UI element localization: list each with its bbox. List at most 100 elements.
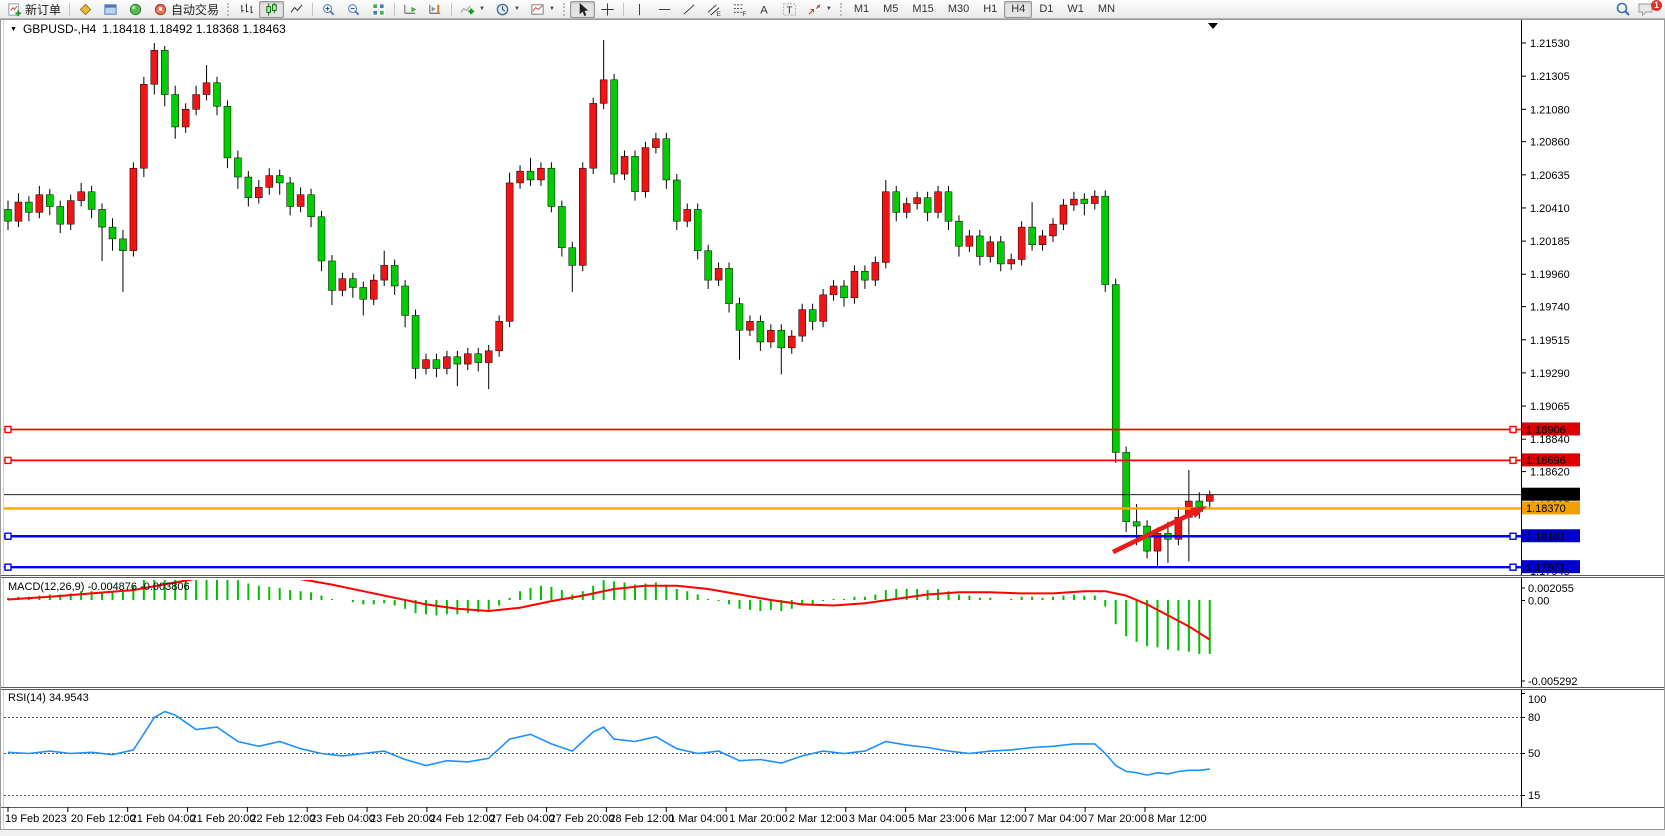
candlestick-button[interactable]	[259, 0, 285, 18]
svg-text:1.19515: 1.19515	[1530, 335, 1570, 347]
bar-chart-button[interactable]	[234, 1, 259, 18]
label-button[interactable]: T	[777, 1, 802, 18]
timeframe-w1[interactable]: W1	[1067, 3, 1084, 15]
cursor-button[interactable]	[569, 0, 595, 18]
candle-body	[422, 359, 430, 369]
price-badge	[1522, 529, 1580, 543]
horizontal-line-button[interactable]	[652, 1, 677, 18]
line-handle[interactable]	[4, 563, 12, 571]
timeframe-m30[interactable]: M30	[947, 3, 970, 15]
trend-arrow[interactable]	[1111, 510, 1195, 555]
candle-body	[317, 216, 326, 262]
timeframe-h4[interactable]: H4	[1004, 0, 1033, 18]
cursor-icon	[579, 2, 589, 16]
channel-button[interactable]: E	[702, 1, 727, 18]
candle-body	[296, 194, 305, 207]
svg-text:T: T	[786, 5, 793, 16]
candle-body	[338, 278, 347, 291]
pane-splitter[interactable]	[1, 575, 1664, 578]
periods-button[interactable]: ▼	[490, 1, 525, 18]
rsi-line	[7, 710, 1210, 776]
rsi-indicator-label: RSI(14) 34.9543	[8, 692, 89, 704]
timeframe-m15[interactable]: M15	[912, 3, 934, 15]
pane-splitter[interactable]	[1, 687, 1664, 690]
svg-text:21 Feb 20:00: 21 Feb 20:00	[191, 813, 256, 825]
svg-text:21 Feb 04:00: 21 Feb 04:00	[131, 813, 196, 825]
templates-button[interactable]: ▼	[525, 1, 560, 18]
chart-shift-button[interactable]	[423, 1, 448, 18]
candle-body	[547, 167, 556, 207]
svg-text:2 Mar 12:00: 2 Mar 12:00	[789, 813, 848, 825]
svg-text:19 Feb 2023: 19 Feb 2023	[5, 813, 67, 825]
candle-body	[829, 285, 838, 296]
candle-body	[1174, 516, 1183, 540]
candle-body	[443, 356, 451, 369]
svg-text:6 Mar 12:00: 6 Mar 12:00	[968, 813, 1027, 825]
data-window-button[interactable]	[98, 1, 123, 18]
candle-body	[453, 356, 462, 365]
candle-body	[1059, 204, 1068, 225]
candle-body	[735, 303, 744, 331]
auto-scroll-button[interactable]	[398, 1, 423, 18]
candle-body	[349, 278, 357, 288]
candle-body	[161, 50, 169, 95]
navigator-button[interactable]	[123, 1, 148, 18]
candle-body	[788, 335, 796, 349]
timeframe-m1[interactable]: M1	[853, 3, 870, 15]
candle-body	[1101, 195, 1109, 285]
market-watch-button[interactable]	[73, 1, 98, 18]
svg-text:24 Feb 12:00: 24 Feb 12:00	[430, 813, 495, 825]
line-handle[interactable]	[4, 456, 12, 465]
fibonacci-button[interactable]: F	[727, 1, 752, 18]
timeframe-h1[interactable]: H1	[983, 3, 998, 15]
notifications-button[interactable]: 1	[1637, 0, 1662, 18]
line-handle[interactable]	[1509, 425, 1517, 434]
timeframe-m5[interactable]: M5	[883, 3, 899, 15]
candle-body	[725, 268, 733, 304]
search-icon[interactable]	[1615, 1, 1631, 17]
shapes-button[interactable]: ▼	[802, 1, 837, 18]
trendline-button[interactable]	[677, 1, 702, 18]
fibonacci-icon: F	[733, 3, 746, 17]
vertical-line-button[interactable]	[627, 1, 652, 18]
crosshair-button[interactable]	[595, 1, 620, 18]
trend-arrow-head[interactable]	[1190, 506, 1207, 518]
line-handle[interactable]	[4, 532, 12, 540]
line-handle[interactable]	[1509, 456, 1517, 465]
indicators-button[interactable]: ▼	[455, 1, 490, 18]
svg-text:1.18463: 1.18463	[1526, 490, 1566, 502]
channel-icon: E	[707, 3, 721, 17]
new-order-button[interactable]: 新订单	[2, 1, 66, 18]
svg-text:100: 100	[1528, 694, 1546, 706]
zoom-in-button[interactable]	[316, 1, 341, 18]
timeframe-mn[interactable]: MN	[1097, 3, 1116, 15]
svg-text:23 Feb 04:00: 23 Feb 04:00	[310, 813, 375, 825]
chevron-down-icon[interactable]: ▼	[10, 25, 17, 33]
timeframe-d1[interactable]: D1	[1039, 3, 1054, 15]
candle-body	[192, 94, 200, 110]
line-chart-button[interactable]	[284, 1, 309, 18]
line-handle[interactable]	[4, 425, 12, 434]
shift-marker[interactable]	[1208, 23, 1218, 29]
candle-body	[119, 238, 127, 251]
svg-text:1.18370: 1.18370	[1526, 503, 1566, 515]
candle-body	[714, 268, 723, 281]
bar-chart-icon	[240, 3, 254, 13]
candle-body	[923, 197, 932, 213]
svg-text:5 Mar 23:00: 5 Mar 23:00	[909, 813, 968, 825]
svg-text:1 Mar 04:00: 1 Mar 04:00	[669, 813, 728, 825]
price-badge	[1522, 453, 1580, 467]
line-handle[interactable]	[1509, 532, 1517, 540]
text-button[interactable]: A	[752, 1, 777, 18]
macd-indicator-label: MACD(12,26,9) -0.004876 -0.003806	[8, 581, 190, 593]
line-handle[interactable]	[1509, 563, 1517, 571]
auto-trading-button[interactable]: 自动交易	[148, 1, 224, 18]
svg-text:27 Feb 20:00: 27 Feb 20:00	[550, 813, 615, 825]
tile-windows-button[interactable]	[366, 1, 391, 18]
zoom-out-button[interactable]	[341, 1, 366, 18]
candle-body	[401, 285, 409, 316]
separator	[69, 2, 71, 16]
candle-body	[683, 209, 691, 222]
